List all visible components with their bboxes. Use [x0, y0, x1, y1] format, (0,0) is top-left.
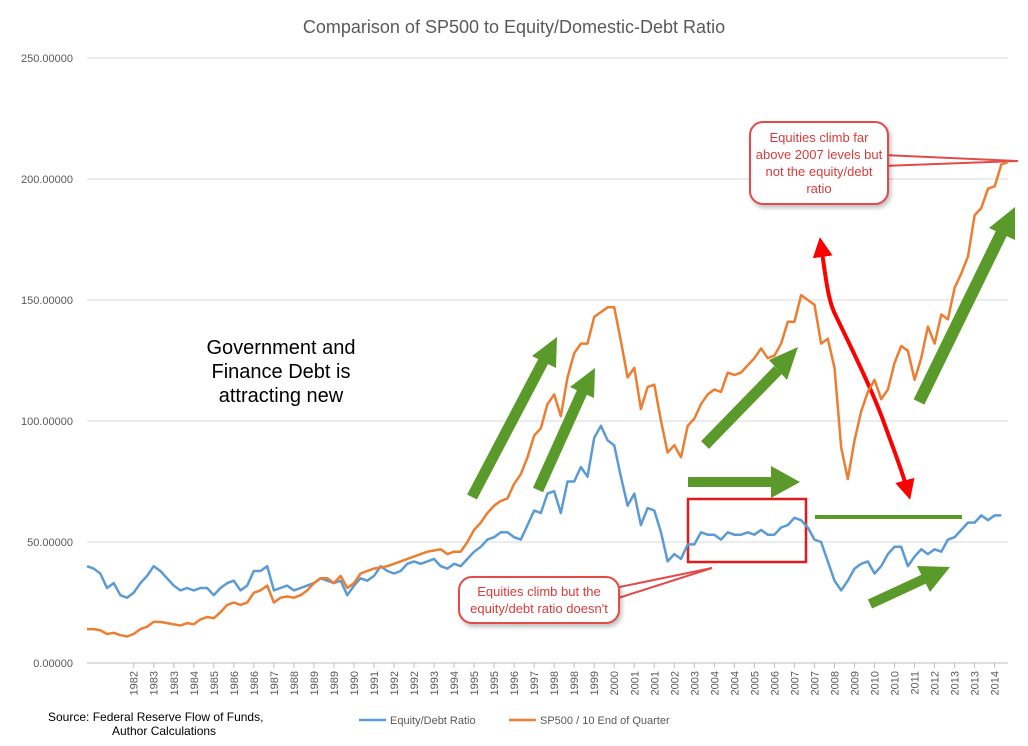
x-tick-label: 2004: [729, 671, 741, 695]
series-line-equity-debt: [86, 424, 1002, 599]
government-debt-note: Government and Finance Debt is attractin…: [170, 336, 392, 408]
x-tick-label: 2006: [769, 671, 781, 695]
x-tick-label: 2009: [850, 671, 862, 695]
x-tick-label: 1983: [149, 671, 161, 695]
x-tick-label: 1986: [229, 671, 241, 695]
x-tick-label: 1993: [429, 671, 441, 695]
callout-top-pointer: [881, 153, 1019, 168]
green-arrow-6-head: [989, 207, 1015, 240]
y-tick-label: 150.00000: [21, 295, 73, 307]
source-line-2: Author Calculations: [112, 724, 217, 738]
x-tick-label: 1995: [489, 671, 501, 695]
x-tick-label: 1988: [289, 671, 301, 695]
x-tick-label: 1998: [569, 671, 581, 695]
green-arrow-3: [701, 366, 782, 449]
x-tick-label: 2001: [649, 671, 661, 695]
y-axis: 0.00000 50.00000 100.00000 150.00000 200.000…: [21, 53, 73, 670]
x-tick-label: 2000: [609, 671, 621, 695]
legend-label-sp500: SP500 / 10 End of Quarter: [540, 715, 670, 727]
x-tick-label: 1998: [549, 671, 561, 695]
x-tick-label: 1989: [309, 671, 321, 695]
gov-note-line-3: attracting new: [218, 385, 344, 407]
x-tick-label: 2005: [749, 671, 761, 695]
x-axis: 1982 1983 1983 1984 1985 1986 1986 1987 1988 1989…: [129, 663, 1002, 695]
y-tick-label: 200.00000: [21, 174, 73, 186]
series-group: [86, 160, 1009, 638]
x-tick-label: 2011: [910, 671, 922, 695]
gov-note-line-2: Finance Debt is: [211, 361, 351, 383]
legend-label-equity: Equity/Debt Ratio: [390, 715, 476, 727]
x-tick-label: 1994: [449, 671, 461, 695]
green-arrow-4-head: [771, 466, 800, 498]
x-tick-label: 2013: [970, 671, 982, 695]
x-tick-label: 1983: [169, 671, 181, 695]
green-arrow-3-head: [769, 347, 798, 380]
series-line-sp500: [87, 160, 1009, 638]
x-tick-label: 1989: [329, 671, 341, 695]
x-tick-label: 2002: [669, 671, 681, 695]
highlight-box: [686, 497, 808, 564]
callout-bottom: Equities climb but the equity/debt ratio…: [458, 576, 620, 624]
x-tick-label: 1992: [409, 671, 421, 695]
x-tick-label: 2001: [629, 671, 641, 695]
green-arrow-5: [867, 574, 927, 609]
x-tick-label: 1992: [389, 671, 401, 695]
x-tick-label: 2013: [950, 671, 962, 695]
x-tick-label: 2008: [829, 671, 841, 695]
x-tick-label: 2003: [689, 671, 701, 695]
chart-title: Comparison of SP500 to Equity/Domestic-D…: [303, 17, 725, 37]
y-tick-label: 50.00000: [27, 537, 73, 549]
x-tick-label: 2007: [789, 671, 801, 695]
x-tick-label: 1985: [209, 671, 221, 695]
x-tick-label: 1996: [509, 671, 521, 695]
x-tick-label: 1999: [589, 671, 601, 695]
x-tick-label: 1986: [249, 671, 261, 695]
green-arrow-6: [913, 227, 1009, 405]
y-tick-label: 0.00000: [33, 658, 73, 670]
x-tick-label: 2004: [709, 671, 721, 695]
green-arrow-1: [467, 355, 550, 500]
y-tick-label: 100.00000: [21, 416, 73, 428]
x-tick-label: 1987: [269, 671, 281, 695]
x-tick-label: 2010: [890, 671, 902, 695]
x-tick-label: 1995: [469, 671, 481, 695]
x-tick-label: 1991: [369, 671, 381, 695]
green-arrow-1-head: [532, 337, 557, 368]
x-tick-label: 2007: [809, 671, 821, 695]
x-tick-label: 1982: [129, 671, 141, 695]
x-tick-label: 2014: [990, 671, 1002, 695]
x-tick-label: 1997: [529, 671, 541, 695]
x-tick-label: 1990: [349, 671, 361, 695]
green-arrow-5-head: [917, 566, 950, 592]
source-line-1: Source: Federal Reserve Flow of Funds,: [48, 710, 264, 724]
y-tick-label: 250.00000: [21, 53, 73, 65]
callout-top: Equities climb far above 2007 levels but…: [749, 121, 889, 205]
green-arrow-2: [532, 387, 589, 493]
red-double-arrow: [812, 237, 915, 500]
green-arrow-2-head: [570, 368, 595, 398]
x-tick-label: 2012: [930, 671, 942, 695]
green-arrows: [467, 207, 1015, 609]
gov-note-line-1: Government and: [206, 337, 356, 359]
x-tick-label: 1984: [189, 671, 201, 695]
x-tick-label: 2010: [870, 671, 882, 695]
legend: Equity/Debt Ratio SP500 / 10 End of Quar…: [359, 715, 670, 727]
source-note: Source: Federal Reserve Flow of Funds, A…: [48, 710, 263, 738]
